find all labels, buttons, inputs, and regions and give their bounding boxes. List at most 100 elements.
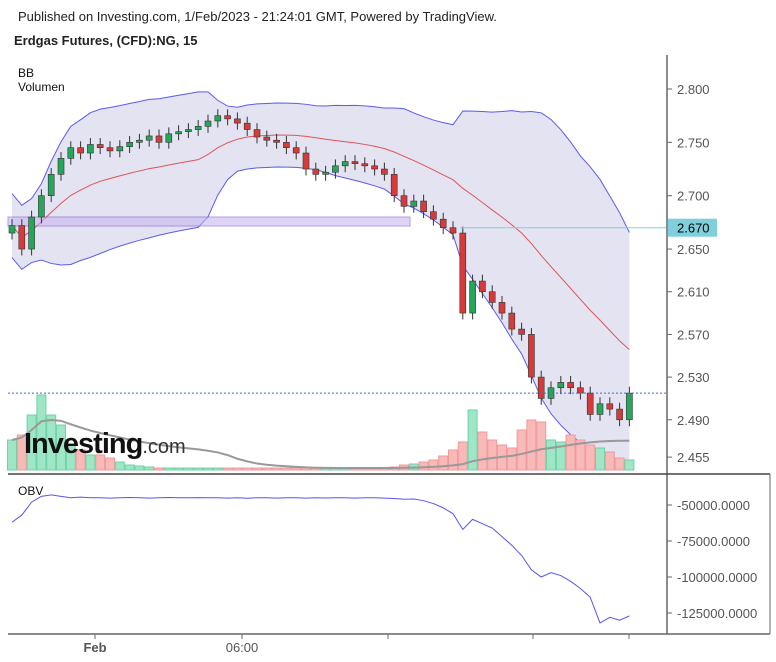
candle: [557, 382, 565, 389]
obv-tick-label: -50000.0000: [677, 498, 750, 513]
volume-bar: [193, 467, 204, 471]
candle: [302, 152, 310, 170]
volume-bar: [7, 439, 17, 471]
volume-bar: [487, 439, 498, 471]
candle: [537, 376, 545, 399]
candle: [165, 133, 173, 143]
candle: [498, 302, 506, 314]
chart-title: Erdgas Futures, (CFD):NG, 15: [14, 33, 198, 48]
candle: [606, 403, 614, 410]
candle: [204, 120, 212, 127]
candle: [292, 147, 300, 154]
legend-obv[interactable]: OBV: [18, 484, 44, 498]
candle: [243, 122, 251, 130]
candle: [449, 227, 457, 234]
volume-bar: [477, 431, 488, 471]
candle: [528, 334, 535, 378]
y-tick-label: 2.610: [677, 285, 710, 300]
candle: [577, 387, 584, 394]
y-tick-label: 2.455: [677, 450, 710, 465]
volume-bar: [516, 429, 527, 471]
volume-bar: [173, 467, 184, 471]
candle: [263, 136, 271, 141]
volume-bar: [252, 467, 262, 471]
volume-bar: [565, 434, 576, 471]
volume-bar: [134, 465, 145, 471]
candle: [194, 126, 202, 130]
candle: [155, 135, 163, 143]
candle: [234, 118, 241, 124]
volume-bar: [604, 451, 615, 471]
candle: [312, 168, 320, 175]
candle: [459, 232, 467, 314]
candle: [439, 218, 447, 229]
candle: [381, 168, 388, 175]
volume-bar: [222, 467, 233, 471]
candle: [283, 142, 290, 148]
candle: [175, 131, 182, 135]
candle: [185, 129, 192, 132]
drawn-zone: [7, 216, 411, 227]
bb-upper-line: [11, 91, 630, 233]
y-tick-label: 2.650: [677, 242, 710, 257]
volume-bar: [212, 467, 223, 471]
volume-bar: [438, 455, 449, 471]
volume-bar: [271, 467, 282, 471]
candle: [106, 147, 114, 152]
bb-lower-line: [11, 166, 630, 470]
volume-bar: [575, 439, 586, 471]
volume-bar: [467, 409, 478, 471]
volume-bar: [242, 467, 253, 471]
volume-bar: [46, 414, 57, 471]
candle: [87, 144, 94, 154]
candle: [518, 328, 525, 335]
y-tick-label: 2.570: [677, 327, 710, 342]
investing-logo: Investing.com: [24, 428, 186, 461]
candle: [567, 382, 574, 389]
candle: [596, 403, 604, 415]
candle: [430, 211, 437, 220]
candle: [341, 161, 349, 167]
candle: [479, 280, 486, 293]
candle: [351, 161, 359, 164]
candle: [508, 312, 516, 330]
candle: [126, 142, 133, 147]
candle: [626, 392, 633, 421]
legend-bb[interactable]: BB: [18, 66, 35, 80]
volume-bar: [105, 457, 115, 471]
candle: [145, 135, 153, 141]
candle: [371, 165, 378, 170]
volume-bar: [124, 464, 135, 471]
candle: [332, 165, 339, 173]
published-note: Published on Investing.com, 1/Feb/2023 -…: [18, 9, 497, 24]
candle: [116, 146, 124, 152]
candle: [214, 115, 222, 122]
bb-fill: [12, 91, 630, 470]
candle: [488, 291, 496, 303]
candle: [67, 147, 75, 159]
volume-bar: [546, 439, 556, 471]
volume-bar: [65, 444, 76, 471]
candle: [8, 225, 16, 234]
volume-bar: [506, 447, 517, 471]
volume-bar: [154, 467, 164, 471]
candle: [96, 144, 104, 148]
legend-volume[interactable]: Volumen: [18, 80, 65, 94]
volume-bar: [232, 467, 243, 471]
volume-bar: [418, 461, 429, 471]
volume-bar: [203, 467, 213, 471]
candle: [586, 392, 594, 415]
candle: [616, 408, 623, 421]
volume-bar: [536, 421, 547, 471]
candle: [361, 163, 369, 167]
volume-bar: [428, 459, 439, 471]
obv-line: [11, 494, 630, 624]
candle: [390, 174, 398, 197]
volume-bar: [56, 424, 66, 471]
candle: [47, 174, 55, 197]
volume-bar: [114, 461, 125, 471]
price-label-box: [668, 218, 717, 237]
candle: [18, 225, 26, 250]
candle: [224, 115, 231, 120]
